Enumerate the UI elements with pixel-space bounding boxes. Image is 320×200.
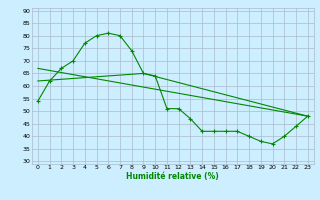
X-axis label: Humidité relative (%): Humidité relative (%)	[126, 172, 219, 181]
